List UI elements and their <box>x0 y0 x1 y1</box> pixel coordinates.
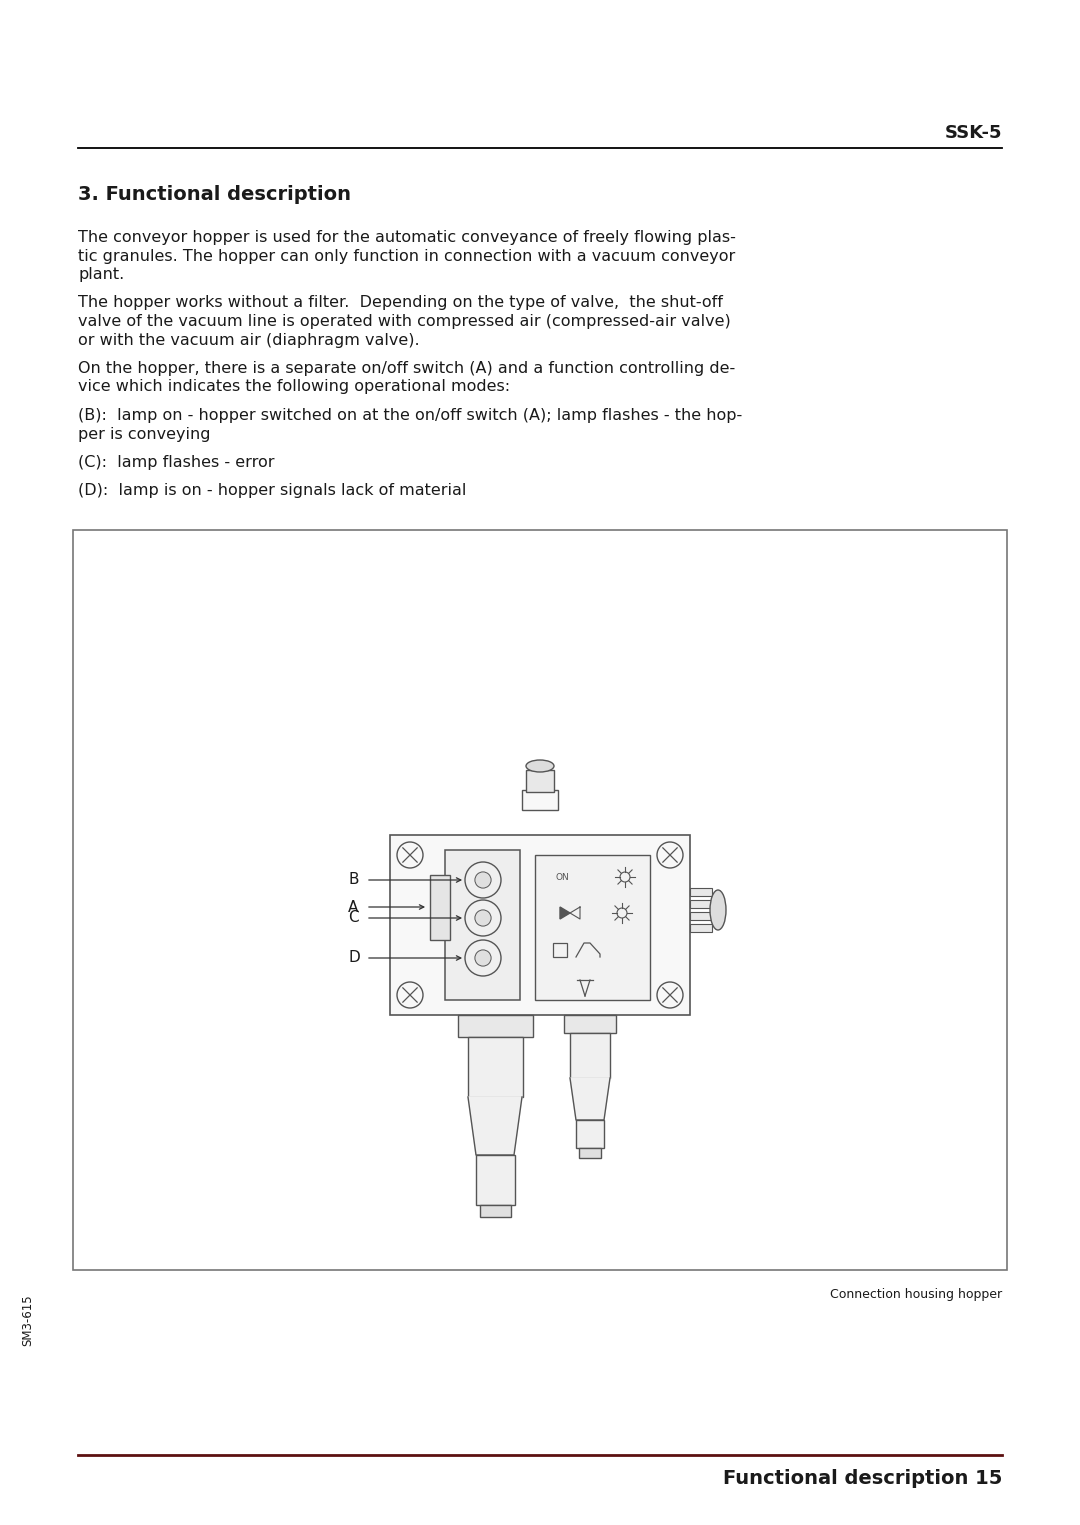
Bar <box>690 900 712 907</box>
Bar <box>690 888 712 897</box>
Polygon shape <box>468 1096 522 1154</box>
Text: 3. Functional description: 3. Functional description <box>78 185 351 204</box>
Text: Connection housing hopper: Connection housing hopper <box>829 1289 1002 1301</box>
Polygon shape <box>561 907 570 920</box>
Text: SSK-5: SSK-5 <box>945 124 1002 142</box>
Bar <box>576 1119 604 1148</box>
Circle shape <box>617 907 627 918</box>
Circle shape <box>397 982 423 1008</box>
Text: C: C <box>348 910 359 926</box>
Bar <box>476 1154 515 1205</box>
Text: plant.: plant. <box>78 267 124 282</box>
Circle shape <box>465 900 501 936</box>
Circle shape <box>620 872 630 881</box>
Bar <box>690 924 712 932</box>
Bar <box>564 1016 616 1032</box>
Bar <box>480 1205 511 1217</box>
Circle shape <box>475 872 491 888</box>
Bar <box>468 1037 523 1096</box>
Bar <box>535 856 650 1000</box>
Text: valve of the vacuum line is operated with compressed air (compressed-air valve): valve of the vacuum line is operated wit… <box>78 314 731 329</box>
Ellipse shape <box>526 759 554 772</box>
Ellipse shape <box>710 891 726 930</box>
Text: The hopper works without a filter.  Depending on the type of valve,  the shut-of: The hopper works without a filter. Depen… <box>78 296 723 311</box>
Text: vice which indicates the following operational modes:: vice which indicates the following opera… <box>78 380 510 395</box>
Bar <box>445 849 519 1000</box>
Polygon shape <box>570 1078 610 1119</box>
Text: SM3-615: SM3-615 <box>22 1295 35 1347</box>
Text: A: A <box>348 900 359 915</box>
Bar <box>690 912 712 920</box>
Circle shape <box>465 939 501 976</box>
Text: The conveyor hopper is used for the automatic conveyance of freely flowing plas-: The conveyor hopper is used for the auto… <box>78 230 735 246</box>
Text: (B):  lamp on - hopper switched on at the on/off switch (A); lamp flashes - the : (B): lamp on - hopper switched on at the… <box>78 409 742 422</box>
Bar <box>526 770 554 791</box>
Text: or with the vacuum air (diaphragm valve).: or with the vacuum air (diaphragm valve)… <box>78 332 420 348</box>
Bar <box>390 836 690 1016</box>
Text: B: B <box>348 872 359 888</box>
Circle shape <box>475 910 491 926</box>
Bar <box>522 790 558 810</box>
Circle shape <box>657 842 683 868</box>
Text: D: D <box>348 950 360 965</box>
Bar <box>553 942 567 958</box>
Text: per is conveying: per is conveying <box>78 427 211 442</box>
Bar <box>458 1016 534 1037</box>
Circle shape <box>657 982 683 1008</box>
Text: (D):  lamp is on - hopper signals lack of material: (D): lamp is on - hopper signals lack of… <box>78 483 467 499</box>
Circle shape <box>465 862 501 898</box>
Text: On the hopper, there is a separate on/off switch (A) and a function controlling : On the hopper, there is a separate on/of… <box>78 361 735 377</box>
Circle shape <box>475 950 491 967</box>
Text: ON: ON <box>555 872 569 881</box>
Text: Functional description 15: Functional description 15 <box>723 1469 1002 1488</box>
Text: (C):  lamp flashes - error: (C): lamp flashes - error <box>78 454 274 470</box>
Text: tic granules. The hopper can only function in connection with a vacuum conveyor: tic granules. The hopper can only functi… <box>78 249 735 264</box>
Bar <box>570 1032 610 1078</box>
Bar <box>73 531 1007 1270</box>
Bar <box>579 1148 600 1157</box>
Bar <box>430 875 450 939</box>
Circle shape <box>397 842 423 868</box>
